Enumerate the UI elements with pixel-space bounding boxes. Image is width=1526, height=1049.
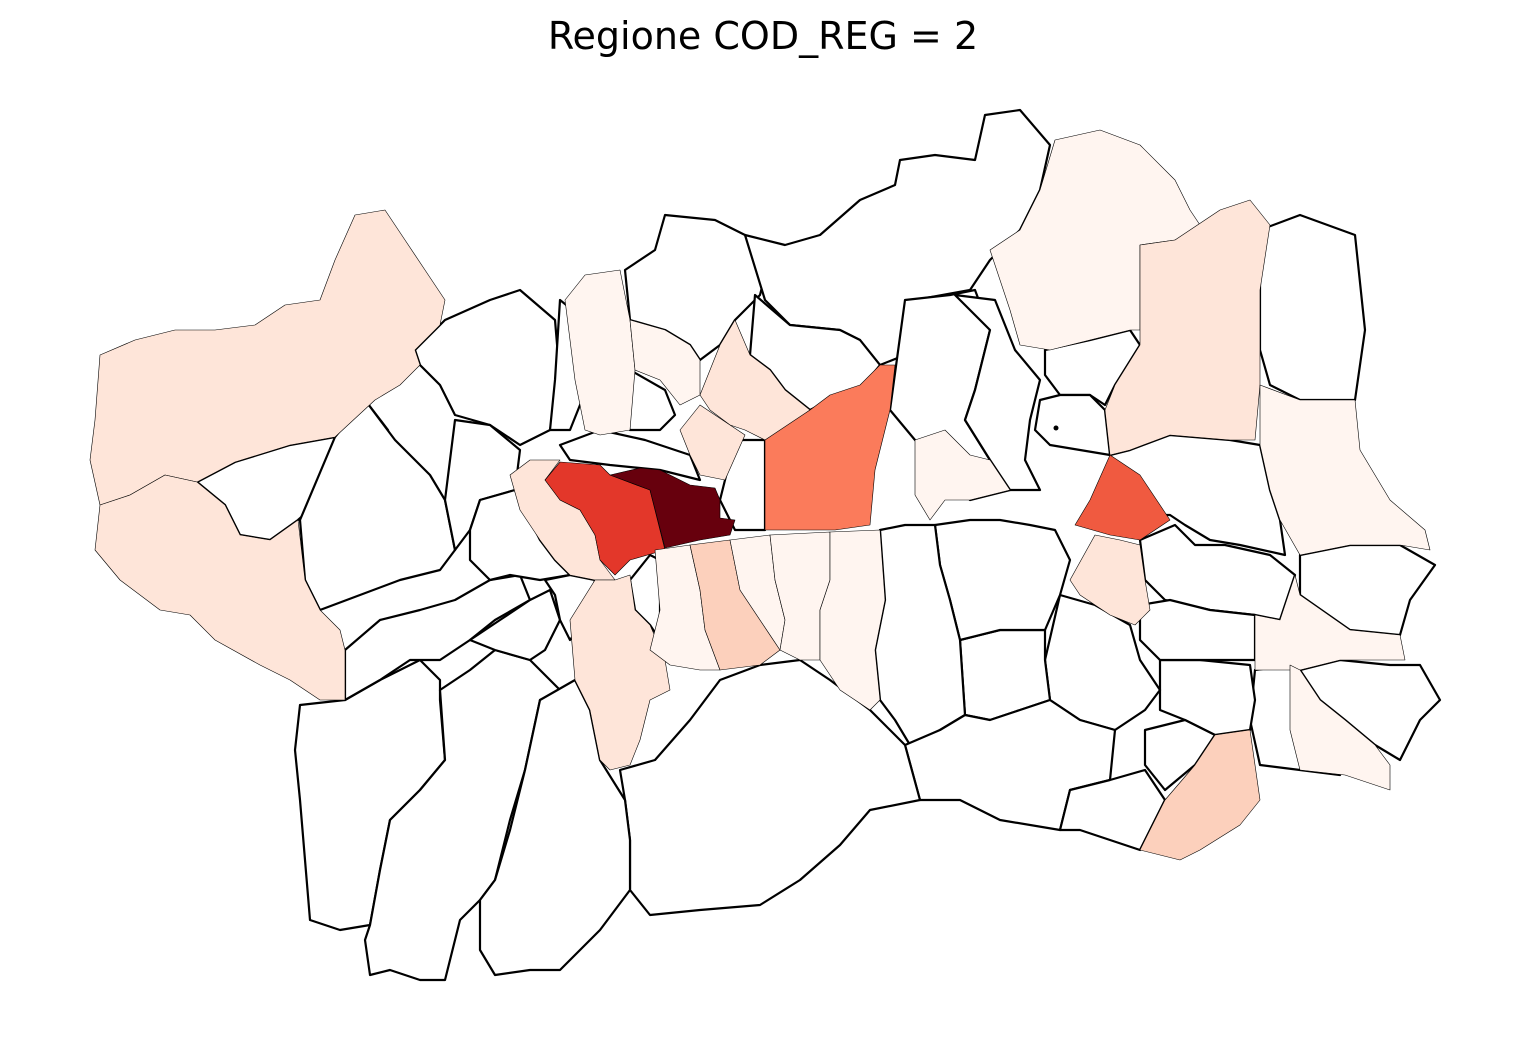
municipality (953, 293, 1042, 492)
municipality (903, 698, 1117, 832)
municipality (478, 678, 632, 977)
municipality (1069, 534, 1151, 626)
municipality (564, 269, 636, 436)
municipality (544, 461, 666, 576)
municipality (1259, 384, 1431, 556)
map-title: Regione COD_REG = 2 (547, 14, 979, 58)
municipalities-no-data (195, 108, 1442, 982)
enclave-marker (1053, 425, 1059, 431)
municipality (1104, 199, 1271, 456)
municipality (1074, 454, 1171, 541)
municipality (343, 573, 532, 702)
municipality (764, 364, 896, 531)
municipality (569, 574, 671, 771)
municipality (819, 529, 886, 711)
municipality (914, 429, 1011, 521)
municipality (1254, 574, 1406, 671)
municipalities-with-data (89, 129, 1431, 861)
municipality (1033, 393, 1112, 457)
municipality (1139, 729, 1261, 861)
municipality (679, 404, 746, 481)
municipality (1289, 664, 1391, 791)
municipality (363, 648, 562, 982)
municipality (609, 467, 736, 549)
municipality (558, 428, 702, 482)
municipality (94, 474, 346, 701)
municipality (1258, 213, 1367, 402)
municipality (618, 658, 922, 917)
